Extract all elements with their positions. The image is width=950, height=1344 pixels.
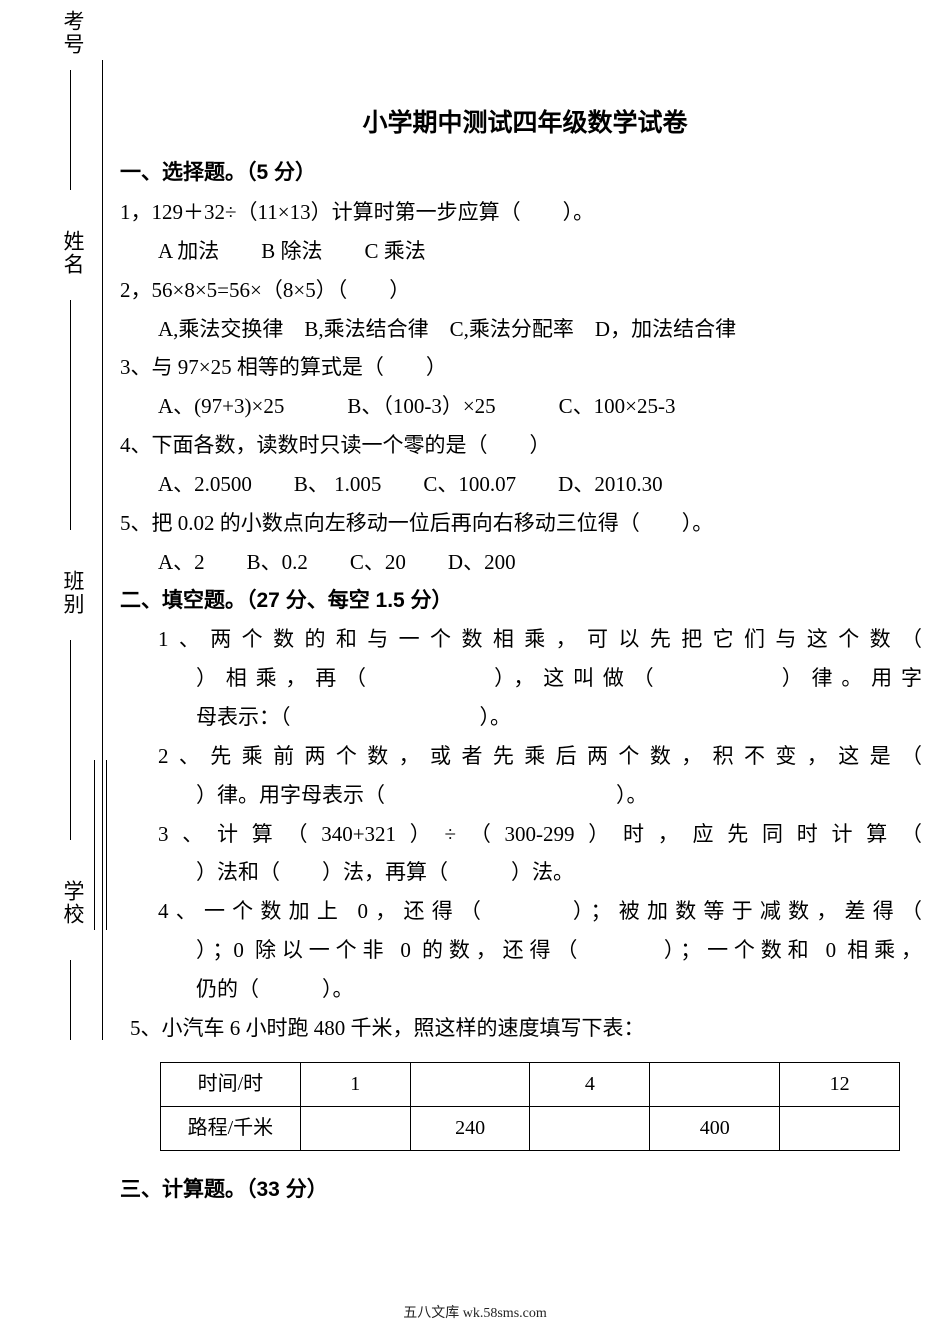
s2q1-a: 1、两个数的和与一个数相乘，可以先把它们与这个数（ — [120, 620, 930, 659]
section3-heading: 三、计算题。（33 分） — [120, 1171, 930, 1210]
th-c2 — [410, 1062, 530, 1106]
q2-stem: 2，56×8×5=56×（8×5）（ ） — [120, 271, 930, 310]
q4-options: A、2.0500 B、 1.005 C、100.07 D、2010.30 — [120, 465, 930, 504]
s2q4-c: 仍的（ ）。 — [120, 970, 930, 1009]
td-c5 — [780, 1106, 900, 1150]
th-c4 — [650, 1062, 780, 1106]
s2q3-b: ）法和（ ）法，再算（ ）法。 — [120, 853, 930, 892]
q1-options: A 加法 B 除法 C 乘法 — [120, 232, 930, 271]
margin-label-banbie: 班别 — [58, 570, 88, 616]
th-c3: 4 — [530, 1062, 650, 1106]
s2q4-b: ）；0 除以一个非 0 的数，还得（ ）；一个数和 0 相乘， — [120, 931, 930, 970]
margin-fold-line — [102, 60, 103, 1040]
th-c1: 1 — [300, 1062, 410, 1106]
s2q2-b: ）律。用字母表示（ ）。 — [120, 776, 930, 815]
td-c3 — [530, 1106, 650, 1150]
q1-stem: 1，129＋32÷（11×13）计算时第一步应算（ ）。 — [120, 193, 930, 232]
s2q1-b: ）相乘，再（ ），这叫做（ ）律。用字 — [120, 659, 930, 698]
margin-inner-line — [106, 760, 107, 930]
margin-label-xuexiao: 学校 — [58, 880, 88, 926]
td-c4: 400 — [650, 1106, 780, 1150]
q3-options: A、(97+3)×25 B、（100-3）×25 C、100×25-3 — [120, 387, 930, 426]
binding-margin: 考号 姓名 班别 学校 — [20, 0, 120, 1100]
margin-inner-line — [94, 760, 95, 930]
s2q3-a: 3、计算（340+321）÷（300-299）时，应先同时计算（ — [120, 815, 930, 854]
q4-stem: 4、下面各数，读数时只读一个零的是（ ） — [120, 426, 930, 465]
td-c2: 240 — [410, 1106, 530, 1150]
exam-title: 小学期中测试四年级数学试卷 — [120, 100, 930, 146]
table-row: 路程/千米 240 400 — [161, 1106, 900, 1150]
s2q1-c: 母表示：（ ）。 — [120, 698, 930, 737]
th-c5: 12 — [780, 1062, 900, 1106]
exam-content: 小学期中测试四年级数学试卷 一、选择题。（5 分） 1，129＋32÷（11×1… — [120, 100, 930, 1210]
margin-label-kaohao: 考号 — [58, 10, 88, 56]
td-dist: 路程/千米 — [161, 1106, 301, 1150]
margin-label-xingming: 姓名 — [58, 230, 88, 276]
speed-table: 时间/时 1 4 12 路程/千米 240 400 — [160, 1062, 900, 1151]
margin-line-seg — [70, 640, 71, 840]
section1-heading: 一、选择题。（5 分） — [120, 154, 930, 193]
q3-stem: 3、与 97×25 相等的算式是（ ） — [120, 348, 930, 387]
page-footer: 五八文库 wk.58sms.com — [0, 1302, 950, 1322]
margin-line-seg — [70, 70, 71, 190]
q2-options: A,乘法交换律 B,乘法结合律 C,乘法分配率 D，加法结合律 — [158, 317, 736, 341]
s2q4-a: 4、一个数加上 0，还得（ ）；被加数等于减数，差得（ — [120, 892, 930, 931]
q5-options: A、2 B、0.2 C、20 D、200 — [120, 543, 930, 582]
margin-line-seg — [70, 300, 71, 530]
section2-heading: 二、填空题。（27 分、每空 1.5 分） — [120, 582, 930, 621]
td-c1 — [300, 1106, 410, 1150]
s2q2-a: 2、先乘前两个数，或者先乘后两个数，积不变，这是（ — [120, 737, 930, 776]
s2q5: 5、小汽车 6 小时跑 480 千米，照这样的速度填写下表： — [120, 1009, 930, 1048]
fill-blank-block: 1、两个数的和与一个数相乘，可以先把它们与这个数（ ）相乘，再（ ），这叫做（ … — [120, 620, 930, 1008]
q2-options-line1: A,乘法交换律 B,乘法结合律 C,乘法分配率 D，加法结合律 — [120, 310, 930, 349]
table-row: 时间/时 1 4 12 — [161, 1062, 900, 1106]
th-time: 时间/时 — [161, 1062, 301, 1106]
q5-stem: 5、把 0.02 的小数点向左移动一位后再向右移动三位得（ ）。 — [120, 504, 930, 543]
margin-line-seg — [70, 960, 71, 1040]
